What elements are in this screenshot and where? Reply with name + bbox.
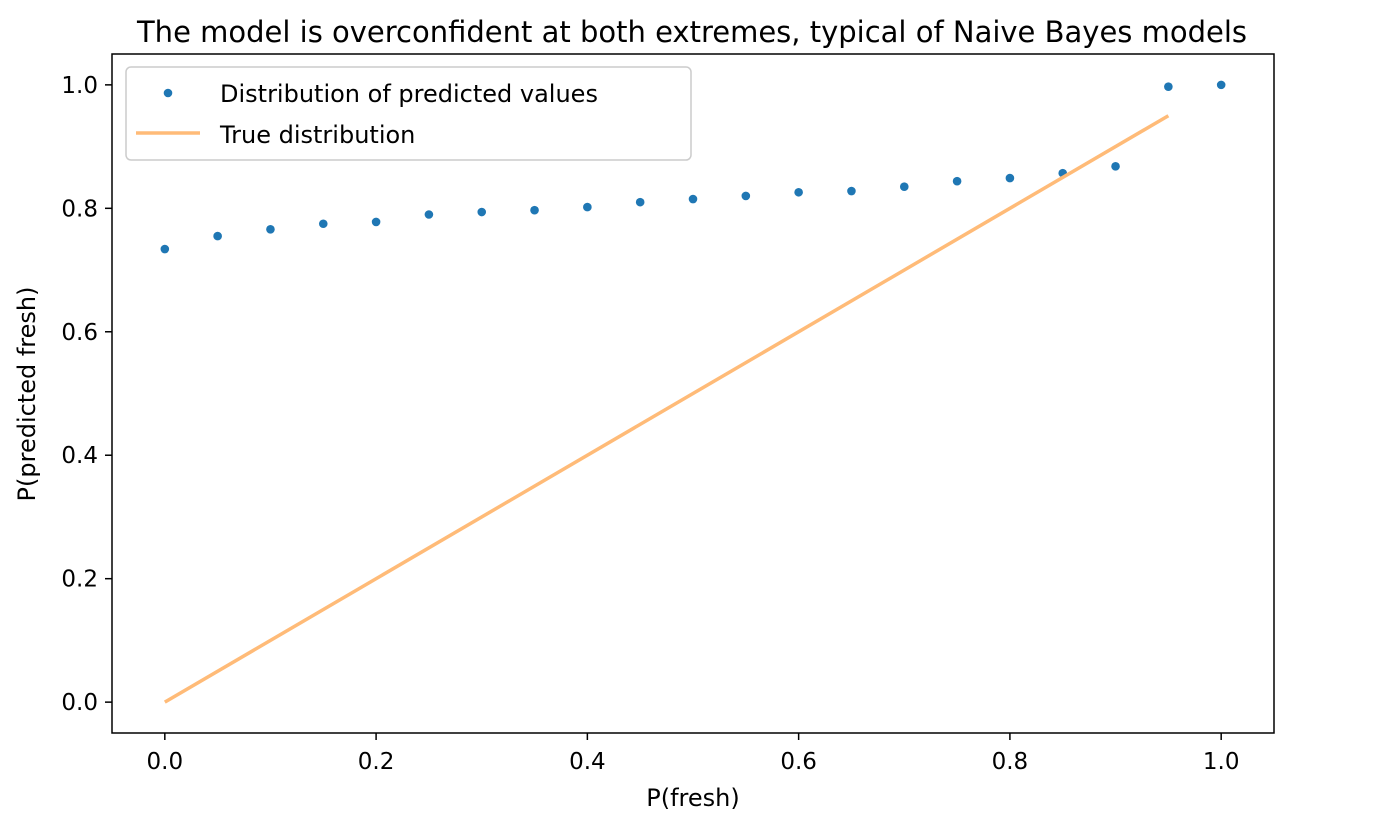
data-point — [1164, 82, 1173, 92]
x-axis-label: P(fresh) — [646, 784, 739, 812]
x-tick-label: 0.6 — [780, 749, 817, 775]
y-axis-ticks: 0.0 0.2 0.4 0.6 0.8 1.0 — [61, 73, 112, 716]
y-axis-label: P(predicted fresh) — [13, 287, 41, 502]
legend-label-true: True distribution — [219, 121, 415, 149]
data-point — [688, 194, 698, 204]
data-point — [213, 231, 222, 241]
data-point — [424, 210, 434, 219]
x-tick-label: 0.4 — [569, 749, 606, 775]
data-point — [1111, 162, 1120, 171]
x-axis-ticks: 0.0 0.2 0.4 0.6 0.8 1.0 — [147, 733, 1240, 775]
data-point — [794, 187, 803, 197]
x-tick-label: 0.2 — [358, 749, 395, 775]
legend: Distribution of predicted values True di… — [125, 66, 692, 161]
y-tick-label: 0.2 — [61, 567, 98, 593]
data-point — [1005, 173, 1015, 183]
x-tick-label: 1.0 — [1203, 749, 1240, 775]
y-tick-label: 0.6 — [61, 320, 98, 346]
data-point — [318, 219, 328, 229]
legend-label-predicted: Distribution of predicted values — [220, 80, 598, 108]
data-point — [635, 197, 645, 207]
data-point — [160, 244, 170, 254]
data-point — [741, 191, 751, 201]
chart-title: The model is overconfident at both extre… — [136, 15, 1247, 49]
y-tick-label: 1.0 — [61, 73, 98, 99]
data-point — [371, 217, 381, 227]
data-point — [952, 176, 962, 186]
legend-box — [125, 66, 692, 161]
data-point — [530, 205, 539, 215]
data-point — [899, 182, 909, 192]
plot-frame — [111, 53, 1275, 734]
series-line-true-distribution — [163, 114, 1170, 704]
y-tick-label: 0.8 — [61, 196, 98, 222]
data-point — [1216, 80, 1226, 90]
legend-marker-predicted — [163, 88, 173, 98]
y-tick-label: 0.4 — [61, 443, 98, 469]
x-tick-label: 0.8 — [992, 749, 1029, 775]
data-point — [266, 225, 275, 234]
data-point — [477, 207, 487, 217]
y-tick-label: 0.0 — [61, 690, 98, 716]
data-point — [847, 186, 856, 196]
plot-series — [160, 80, 1226, 704]
x-tick-label: 0.0 — [147, 749, 184, 775]
data-point — [583, 202, 592, 212]
